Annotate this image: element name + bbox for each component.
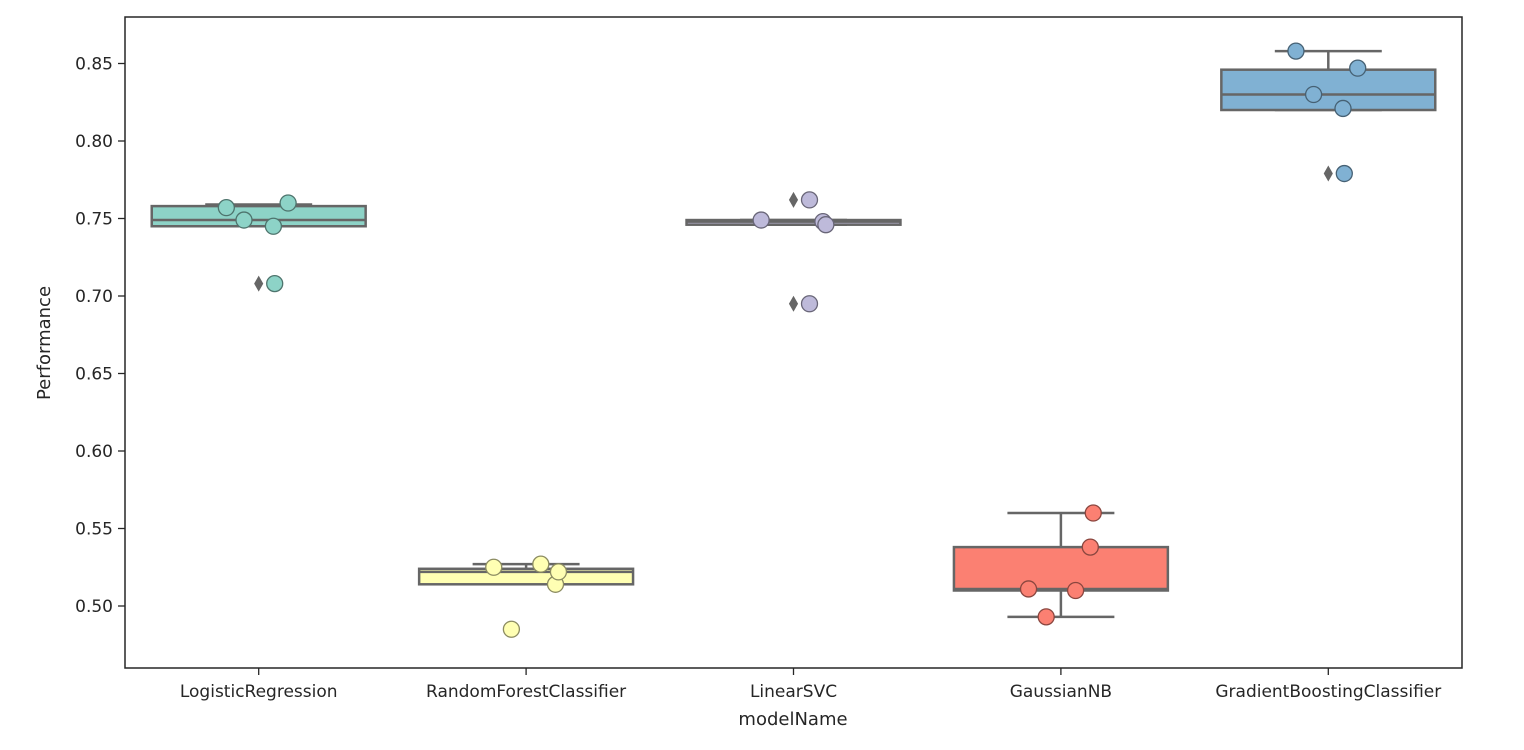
- data-point: [1287, 42, 1305, 60]
- x-axis: LogisticRegression RandomForestClassifier…: [180, 668, 1441, 702]
- box-group: [150, 194, 367, 293]
- data-point: [532, 555, 550, 573]
- y-axis: 0.50 0.55 0.60 0.65 0.70 0.75 0.80 0.85: [75, 55, 125, 617]
- plot-area: [150, 42, 1437, 638]
- x-tick-label: GradientBoostingClassifier: [1215, 682, 1441, 702]
- y-tick-label: 0.70: [75, 287, 113, 307]
- data-point: [264, 217, 283, 235]
- data-point: [1066, 581, 1085, 600]
- outlier-marker: [788, 295, 799, 312]
- data-point: [217, 198, 235, 217]
- data-point: [1334, 99, 1352, 118]
- y-tick-label: 0.75: [75, 210, 113, 230]
- y-tick-label: 0.85: [75, 55, 113, 75]
- data-point: [752, 211, 770, 229]
- outlier-marker: [1323, 165, 1333, 182]
- x-axis-title: modelName: [738, 709, 847, 730]
- plot-frame: [124, 16, 1463, 669]
- data-point: [800, 295, 819, 313]
- outlier-marker: [254, 275, 264, 292]
- data-point: [1335, 164, 1353, 183]
- data-point: [800, 191, 819, 209]
- data-point: [1349, 59, 1367, 77]
- outlier-marker: [788, 191, 799, 208]
- y-tick-label: 0.60: [75, 442, 113, 462]
- box: [1220, 68, 1437, 112]
- data-point: [235, 211, 253, 229]
- data-point: [1019, 580, 1038, 598]
- data-point: [266, 274, 284, 293]
- data-point: [485, 558, 503, 576]
- data-point: [502, 620, 521, 638]
- data-point: [1084, 504, 1102, 522]
- box-group: [417, 555, 635, 638]
- data-point: [279, 194, 297, 212]
- data-point: [817, 216, 835, 234]
- y-tick-label: 0.80: [75, 132, 113, 152]
- data-point: [1081, 538, 1099, 556]
- box-group: [685, 191, 902, 313]
- y-axis-title: Performance: [34, 286, 55, 400]
- y-tick-label: 0.65: [75, 365, 113, 385]
- y-tick-label: 0.50: [75, 597, 113, 617]
- data-point: [1304, 85, 1323, 104]
- box-group: [1220, 42, 1437, 183]
- x-tick-label: LogisticRegression: [180, 682, 338, 702]
- x-tick-label: GaussianNB: [1010, 682, 1112, 702]
- box: [952, 545, 1170, 592]
- box: [150, 204, 367, 228]
- box-group: [952, 504, 1170, 626]
- x-tick-label: LinearSVC: [750, 682, 837, 702]
- data-point: [1037, 608, 1055, 626]
- data-point: [549, 563, 568, 581]
- y-tick-label: 0.55: [75, 520, 113, 540]
- x-tick-label: RandomForestClassifier: [426, 682, 626, 702]
